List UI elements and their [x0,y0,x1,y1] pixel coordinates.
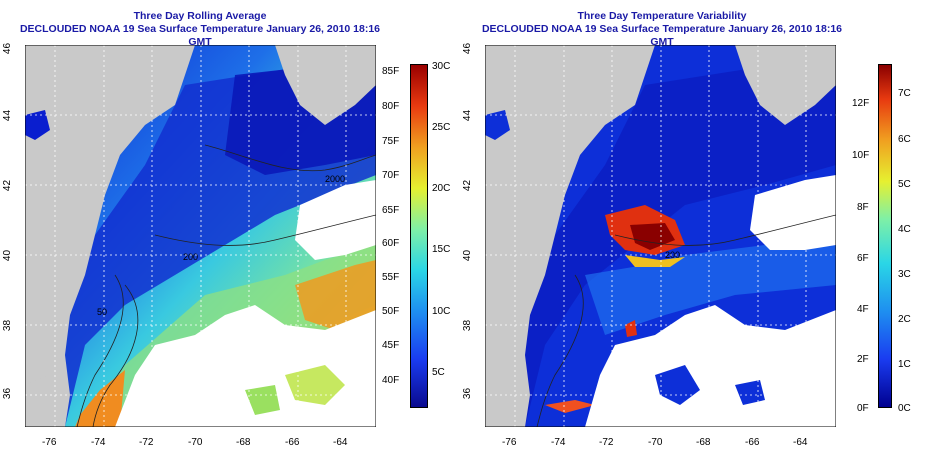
cbar-c-label: 20C [432,183,450,194]
lat-tick: 36 [2,388,13,399]
cbar-f-label: 55F [382,272,399,283]
lon-tick: -68 [236,437,250,448]
lon-tick: -76 [502,437,516,448]
lon-tick: -74 [91,437,105,448]
cbar-c-label: 6C [898,134,911,145]
lat-tick: 46 [462,43,473,54]
lon-tick: -70 [648,437,662,448]
lon-tick: -66 [285,437,299,448]
right-title-line1: Three Day Temperature Variability [472,10,852,23]
lon-tick: -74 [551,437,565,448]
lon-tick: -68 [696,437,710,448]
cbar-f-label: 60F [382,238,399,249]
cbar-f-label: 6F [857,253,869,264]
cbar-f-label: 8F [857,202,869,213]
cbar-f-label: 70F [382,170,399,181]
cbar-f-label: 75F [382,136,399,147]
cbar-f-label: 2F [857,354,869,365]
lon-tick: -76 [42,437,56,448]
cbar-c-label: 10C [432,306,450,317]
cbar-f-label: 45F [382,340,399,351]
lon-tick: -72 [599,437,613,448]
variability-colorbar [878,64,892,408]
lon-tick: -70 [188,437,202,448]
cbar-c-label: 7C [898,88,911,99]
lat-tick: 38 [462,320,473,331]
lat-tick: 42 [2,180,13,191]
cbar-f-label: 85F [382,66,399,77]
cbar-c-label: 5C [432,367,445,378]
cbar-c-label: 5C [898,179,911,190]
cbar-c-label: 0C [898,403,911,414]
contour-label: 200 [665,250,680,260]
cbar-f-label: 12F [852,98,869,109]
contour-label: 200 [183,252,198,262]
lon-tick: -64 [793,437,807,448]
lat-tick: 44 [2,110,13,121]
lon-tick: -72 [139,437,153,448]
lat-tick: 40 [2,250,13,261]
cbar-c-label: 2C [898,314,911,325]
lat-tick: 42 [462,180,473,191]
contour-label: 2000 [325,174,345,184]
cbar-c-label: 3C [898,269,911,280]
cbar-f-label: 50F [382,306,399,317]
lat-tick: 44 [462,110,473,121]
cbar-c-label: 1C [898,359,911,370]
cbar-c-label: 25C [432,122,450,133]
cbar-f-label: 40F [382,375,399,386]
lat-tick: 38 [2,320,13,331]
cbar-f-label: 4F [857,304,869,315]
lat-tick: 40 [462,250,473,261]
left-panel-title: Three Day Rolling Average DECLOUDED NOAA… [10,10,390,49]
lon-tick: -64 [333,437,347,448]
cbar-f-label: 65F [382,205,399,216]
cbar-c-label: 4C [898,224,911,235]
cbar-f-label: 80F [382,101,399,112]
left-title-line1: Three Day Rolling Average [10,10,390,23]
right-panel-title: Three Day Temperature Variability DECLOU… [472,10,852,49]
cbar-f-label: 0F [857,403,869,414]
contour-label: 50 [97,307,107,317]
sst-colorbar [410,64,428,408]
cbar-c-label: 15C [432,244,450,255]
lat-tick: 36 [462,388,473,399]
lon-tick: -66 [745,437,759,448]
cbar-c-label: 30C [432,61,450,72]
cbar-f-label: 10F [852,150,869,161]
left-sst-map: 2000 200 50 [25,45,376,427]
right-variability-map: 200 [485,45,836,427]
lat-tick: 46 [2,43,13,54]
